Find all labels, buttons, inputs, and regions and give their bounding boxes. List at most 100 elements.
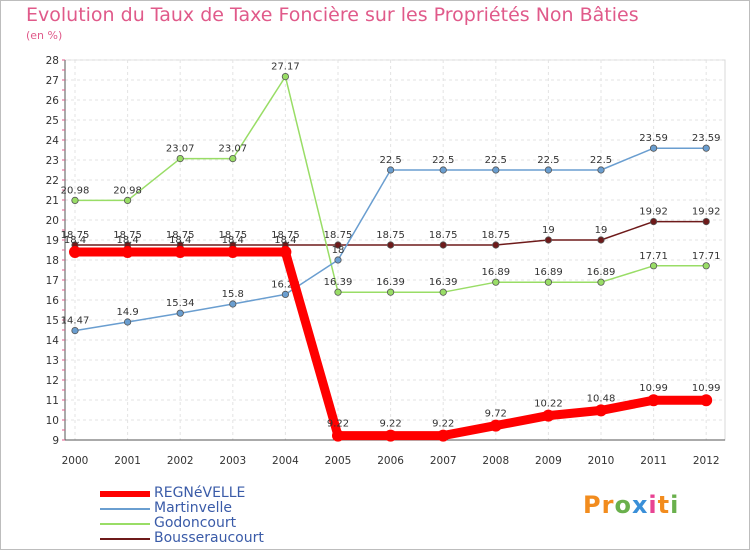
data-point-martinvelle (71, 326, 79, 335)
data-label-godoncourt: 16.89 (587, 267, 616, 278)
y-tick-label: 16 (46, 295, 60, 307)
data-label-bousseraucourt: 18.75 (429, 230, 458, 241)
data-point-martinvelle (176, 309, 184, 317)
data-label-regn-velle: 18.4 (222, 235, 244, 246)
data-label-martinvelle: 14.47 (61, 316, 90, 327)
y-tick-label: 23 (46, 155, 59, 167)
data-point-regn-velle (332, 429, 344, 442)
data-label-regn-velle: 18.4 (274, 235, 296, 246)
data-label-regn-velle: 18.4 (169, 235, 191, 246)
x-tick-label: 2004 (272, 455, 299, 467)
y-tick-label: 25 (46, 115, 59, 127)
data-point-bousseraucourt (492, 241, 500, 249)
y-tick-label: 26 (46, 95, 60, 107)
y-tick-label: 18 (46, 255, 59, 267)
data-label-godoncourt: 23.07 (166, 144, 195, 155)
data-label-regn-velle: 9.22 (379, 419, 401, 430)
legend-item-godoncourt[interactable]: Godoncourt (100, 516, 264, 531)
data-point-godoncourt (492, 278, 500, 286)
logo-letter: r (601, 491, 615, 519)
data-point-regn-velle (489, 419, 502, 432)
proxiti-logo: Proxiti (583, 491, 679, 519)
x-tick-label: 2011 (640, 455, 667, 467)
data-point-godoncourt (176, 155, 184, 163)
data-label-godoncourt: 17.71 (639, 251, 668, 262)
data-point-martinvelle (702, 144, 710, 152)
data-point-martinvelle (229, 300, 237, 308)
data-point-bousseraucourt (386, 241, 395, 249)
data-label-regn-velle: 10.99 (692, 383, 721, 394)
data-point-godoncourt (386, 288, 395, 296)
data-label-godoncourt: 16.89 (481, 267, 510, 278)
chart-title: Evolution du Taux de Taxe Foncière sur l… (26, 4, 639, 26)
logo-letter: i (670, 491, 680, 519)
data-point-martinvelle (124, 318, 132, 326)
logo-letter: P (583, 491, 602, 519)
data-point-godoncourt (544, 278, 553, 286)
data-point-bousseraucourt (544, 236, 553, 244)
data-label-bousseraucourt: 18.75 (481, 230, 510, 241)
data-label-martinvelle: 22.5 (379, 155, 401, 166)
x-tick-label: 2002 (167, 455, 194, 467)
data-label-bousseraucourt: 18.75 (218, 230, 247, 241)
y-tick-label: 14 (46, 335, 60, 347)
data-point-martinvelle (544, 166, 553, 174)
data-point-bousseraucourt (649, 218, 658, 226)
y-tick-label: 22 (46, 175, 59, 187)
data-point-bousseraucourt (597, 236, 605, 244)
data-point-godoncourt (334, 288, 342, 296)
x-tick-label: 2012 (693, 455, 720, 467)
y-tick-label: 17 (46, 275, 59, 287)
legend-item-bousseraucourt[interactable]: Bousseraucourt (100, 531, 264, 546)
data-point-regn-velle (69, 246, 81, 258)
legend-label-godoncourt: Godoncourt (154, 515, 237, 531)
data-label-godoncourt: 16.89 (534, 267, 563, 278)
logo-letter: x (631, 491, 649, 519)
data-label-regn-velle: 9.22 (432, 419, 454, 430)
x-tick-label: 2003 (219, 455, 246, 467)
data-label-martinvelle: 15.34 (166, 298, 195, 309)
logo-letter: t (657, 491, 671, 519)
data-label-martinvelle: 15.8 (222, 289, 244, 300)
x-tick-label: 2007 (430, 455, 457, 467)
data-label-martinvelle: 22.5 (537, 155, 559, 166)
legend: REGNéVELLE Martinvelle Godoncourt Bousse… (100, 486, 264, 546)
y-tick-label: 27 (46, 75, 59, 87)
data-label-godoncourt: 20.98 (113, 185, 142, 196)
series-bousseraucourt: 18.75 18.75 18.75 18.75 18.75 18.75 18.75 18.75… (61, 207, 721, 249)
data-label-godoncourt: 27.17 (271, 62, 300, 73)
legend-swatch-martinvelle (100, 507, 150, 510)
x-tick-label: 2010 (588, 455, 615, 467)
y-tick-label: 10 (46, 415, 59, 427)
legend-swatch-regnevelle (100, 490, 150, 497)
y-tick-label: 19 (46, 235, 59, 247)
data-point-martinvelle (281, 290, 289, 298)
y-tick-label: 24 (46, 135, 60, 147)
x-tick-label: 2001 (114, 455, 141, 467)
legend-item-martinvelle[interactable]: Martinvelle (100, 501, 264, 516)
data-label-godoncourt: 23.07 (218, 144, 247, 155)
legend-item-regnevelle[interactable]: REGNéVELLE (100, 486, 264, 501)
y-tick-label: 28 (46, 55, 59, 67)
legend-label-bousseraucourt: Bousseraucourt (154, 530, 264, 546)
y-tick-label: 15 (46, 315, 59, 327)
data-label-martinvelle: 22.5 (485, 155, 507, 166)
data-label-bousseraucourt: 19 (542, 225, 555, 236)
legend-swatch-godoncourt (100, 522, 150, 525)
data-label-regn-velle: 9.72 (485, 409, 507, 420)
unit-label: (en %) (26, 29, 63, 42)
data-label-bousseraucourt: 19 (595, 225, 608, 236)
series-regn-velle: 18.4 18.4 18.4 18.4 18.4 9.22 9.22 9.22 9.72 10.2… (64, 235, 721, 442)
data-label-bousseraucourt: 18.75 (166, 230, 195, 241)
data-label-godoncourt: 20.98 (61, 185, 90, 196)
legend-swatch-bousseraucourt (100, 537, 150, 540)
data-point-martinvelle (386, 166, 395, 174)
data-point-regn-velle (542, 409, 555, 422)
data-point-bousseraucourt (334, 241, 342, 249)
data-point-godoncourt (281, 73, 289, 81)
data-label-godoncourt: 16.39 (429, 277, 458, 288)
data-label-martinvelle: 23.59 (692, 133, 721, 144)
x-tick-label: 2008 (482, 455, 509, 467)
y-tick-label: 12 (46, 375, 59, 387)
logo-letter: i (648, 491, 658, 519)
